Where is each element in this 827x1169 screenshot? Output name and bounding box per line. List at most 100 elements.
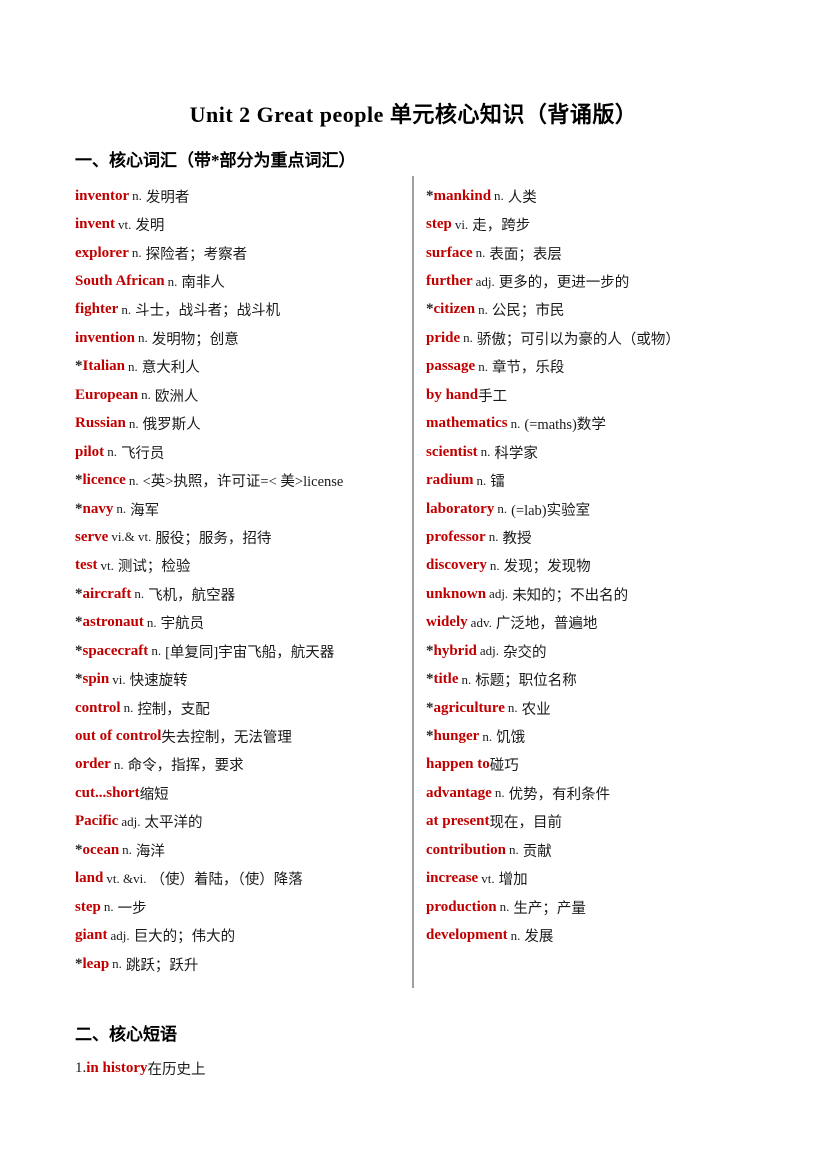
vocab-entry: pride n. 骄傲；可引以为豪的人（或物） — [426, 324, 765, 352]
vocab-part-of-speech: n. — [478, 358, 488, 374]
vocab-word: inventor — [75, 187, 130, 204]
vocab-entry: land vt. &vi. （使）着陆，（使）降落 — [75, 865, 412, 893]
vocab-entry: passage n. 章节，乐段 — [426, 353, 765, 381]
vocab-part-of-speech: n. — [461, 671, 472, 687]
vocab-two-column-area: inventor n. 发明者 invent vt. 发明 explorer n… — [75, 176, 765, 988]
vocab-word: land — [75, 870, 104, 887]
vocab-word: hunger — [433, 728, 480, 745]
vocab-definition: 科学家 — [494, 445, 538, 462]
vocab-definition: 增加 — [498, 872, 528, 889]
vocab-definition: 优势，有利条件 — [508, 786, 611, 803]
vocab-definition: 教授 — [502, 530, 532, 547]
vocab-entry: increase vt. 增加 — [426, 865, 765, 893]
vocab-definition: 贡献 — [522, 843, 552, 860]
vocab-word: mankind — [433, 187, 492, 204]
vocab-definition: 巨大的；伟大的 — [133, 929, 236, 946]
key-word-star-marker: * — [426, 699, 434, 716]
page-title: Unit 2 Great people 单元核心知识（背诵版） — [189, 102, 638, 127]
vocab-word: radium — [426, 472, 474, 489]
vocab-part-of-speech: adj. — [110, 927, 130, 943]
vocab-entry: * agriculture n. 农业 — [426, 694, 765, 722]
vocab-part-of-speech: vt. — [118, 216, 132, 232]
vocab-word: fighter — [75, 301, 119, 318]
vocab-word: contribution — [426, 841, 507, 858]
vocab-entry: giant adj. 巨大的；伟大的 — [75, 921, 412, 949]
key-word-star-marker: * — [426, 187, 434, 204]
vocab-part-of-speech: n. — [167, 273, 178, 289]
vocab-definition: （使）着陆，（使）降落 — [150, 872, 303, 889]
vocab-part-of-speech: adv. — [470, 614, 492, 630]
vocab-word: by hand — [426, 386, 479, 403]
vocab-entry: cut...short 缩短 — [75, 779, 412, 807]
vocab-definition: 海军 — [130, 502, 160, 519]
vocab-entry: * spin vi. 快速旋转 — [75, 665, 412, 693]
vocab-entry: * astronaut n. 宇航员 — [75, 609, 412, 637]
vocab-word: professor — [426, 528, 486, 545]
vocab-entry: advantage n. 优势，有利条件 — [426, 779, 765, 807]
vocab-word: serve — [75, 528, 109, 545]
vocab-entry: unknown adj. 未知的；不出名的 — [426, 580, 765, 608]
section-1-heading: 一、核心词汇（带*部分为重点词汇） — [75, 151, 356, 170]
vocab-part-of-speech: n. — [510, 927, 521, 943]
vocab-word: production — [426, 898, 497, 915]
vocab-definition: 服役；服务，招待 — [155, 530, 272, 547]
key-word-star-marker: * — [75, 358, 83, 375]
vocab-definition: <英>执照，许可证=< 美>license — [142, 474, 344, 491]
vocab-entry: * spacecraft n. [单复同]宇宙飞船，航天器 — [75, 637, 412, 665]
vocab-part-of-speech: n. — [134, 586, 145, 602]
vocab-word: spin — [82, 671, 110, 688]
vocab-word: advantage — [426, 784, 492, 801]
vocab-word: increase — [426, 870, 479, 887]
vocab-word: control — [75, 699, 121, 716]
vocab-word: cut...short — [75, 784, 140, 801]
vocab-part-of-speech: n. — [103, 899, 114, 915]
vocab-column-right: * mankind n. 人类 step vi. 走，跨步 surface n.… — [426, 182, 765, 950]
vocab-definition: 发明者 — [145, 189, 190, 206]
vocab-definition: 探险者；考察者 — [145, 246, 248, 263]
vocab-entry: contribution n. 贡献 — [426, 836, 765, 864]
vocab-entry: order n. 命令，指挥，要求 — [75, 751, 412, 779]
vocab-part-of-speech: n. — [113, 756, 124, 772]
vocab-word: happen to — [426, 756, 490, 773]
vocab-definition: 农业 — [521, 701, 551, 718]
vocab-word: Pacific — [75, 813, 119, 830]
key-word-star-marker: * — [75, 671, 83, 688]
vocab-entry: * hybrid adj. 杂交的 — [426, 637, 765, 665]
vocab-part-of-speech: n. — [489, 557, 500, 573]
vocab-word: citizen — [433, 301, 476, 318]
vocab-word: order — [75, 756, 111, 773]
vocab-entry: widely adv. 广泛地，普遍地 — [426, 609, 765, 637]
vocab-part-of-speech: vt. — [100, 557, 114, 573]
vocab-part-of-speech: n. — [128, 472, 139, 488]
vocab-word: ocean — [82, 841, 120, 858]
vocab-definition: (=maths)数学 — [524, 417, 606, 434]
vocab-definition: 饥饿 — [496, 730, 526, 747]
vocab-entry: serve vi.& vt. 服役；服务，招待 — [75, 523, 412, 551]
vocab-part-of-speech: n. — [116, 501, 127, 517]
vocab-entry: discovery n. 发现；发现物 — [426, 552, 765, 580]
vocab-part-of-speech: n. — [482, 728, 493, 744]
vocab-part-of-speech: n. — [510, 415, 521, 431]
vocab-entry: * citizen n. 公民；市民 — [426, 296, 765, 324]
vocab-entry: at present 现在，目前 — [426, 808, 765, 836]
vocab-entry: * licence n. <英>执照，许可证=< 美>license — [75, 466, 412, 494]
key-word-star-marker: * — [426, 301, 434, 318]
vocab-part-of-speech: vt. — [481, 870, 495, 886]
vocab-entry: out of control 失去控制，无法管理 — [75, 722, 412, 750]
vocab-part-of-speech: n. — [146, 614, 157, 630]
vocab-definition: 人类 — [507, 189, 537, 206]
phrase-list: 1. in history 在历史上 — [75, 1054, 827, 1082]
vocab-entry: * navy n. 海军 — [75, 495, 412, 523]
vocab-word: navy — [82, 500, 114, 517]
vocab-entry: production n. 生产；产量 — [426, 893, 765, 921]
vocab-definition: 缩短 — [139, 786, 169, 803]
vocab-definition: 广泛地，普遍地 — [495, 616, 598, 633]
vocab-part-of-speech: n. — [128, 358, 138, 374]
vocab-entry: * aircraft n. 飞机，航空器 — [75, 580, 412, 608]
vocab-entry: * title n. 标题；职位名称 — [426, 665, 765, 693]
vocab-entry: development n. 发展 — [426, 921, 765, 949]
vocab-part-of-speech: adj. — [489, 586, 509, 602]
vocab-part-of-speech: n. — [476, 472, 487, 488]
vocab-word: step — [75, 898, 101, 915]
